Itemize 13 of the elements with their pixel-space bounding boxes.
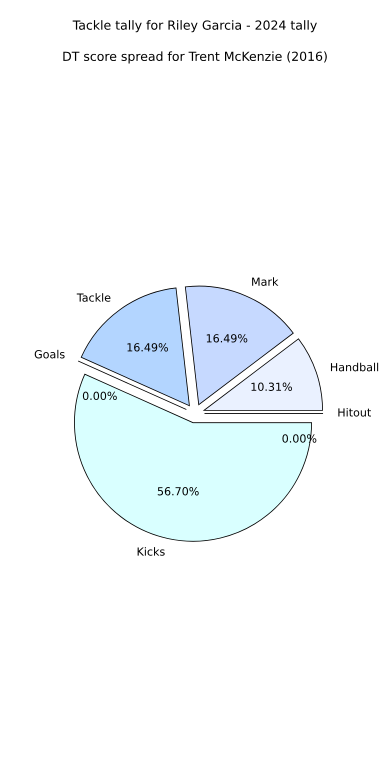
category-label: Goals [34, 350, 65, 358]
slice-label: Tackle [76, 293, 110, 302]
slice-label: Handball [330, 362, 378, 372]
slice-label: Mark [252, 277, 278, 286]
data-label: 10.31% [251, 382, 292, 391]
data-label: 16.49% [127, 343, 168, 352]
chart-subtitle: DT score spread for Trent McKenzie (2016) [63, 51, 327, 64]
category-label: Hitout [338, 408, 371, 417]
data-label: 16.49% [206, 334, 248, 343]
text: 0.00% [82, 392, 117, 400]
chart-title: Tackle tally for Riley Garcia - 2024 tally [72, 20, 317, 32]
data-label: 56.70% [158, 487, 199, 496]
slice-label: Kicks [138, 547, 165, 556]
